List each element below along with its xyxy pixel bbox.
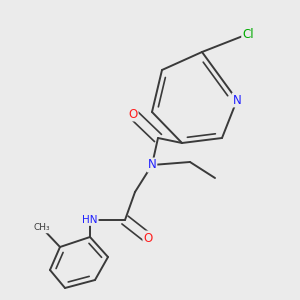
Text: O: O	[143, 232, 153, 244]
Text: O: O	[128, 107, 138, 121]
Text: CH₃: CH₃	[34, 224, 50, 232]
Text: N: N	[148, 158, 156, 172]
Text: Cl: Cl	[242, 28, 254, 40]
Text: N: N	[232, 94, 242, 106]
Text: HN: HN	[82, 215, 98, 225]
